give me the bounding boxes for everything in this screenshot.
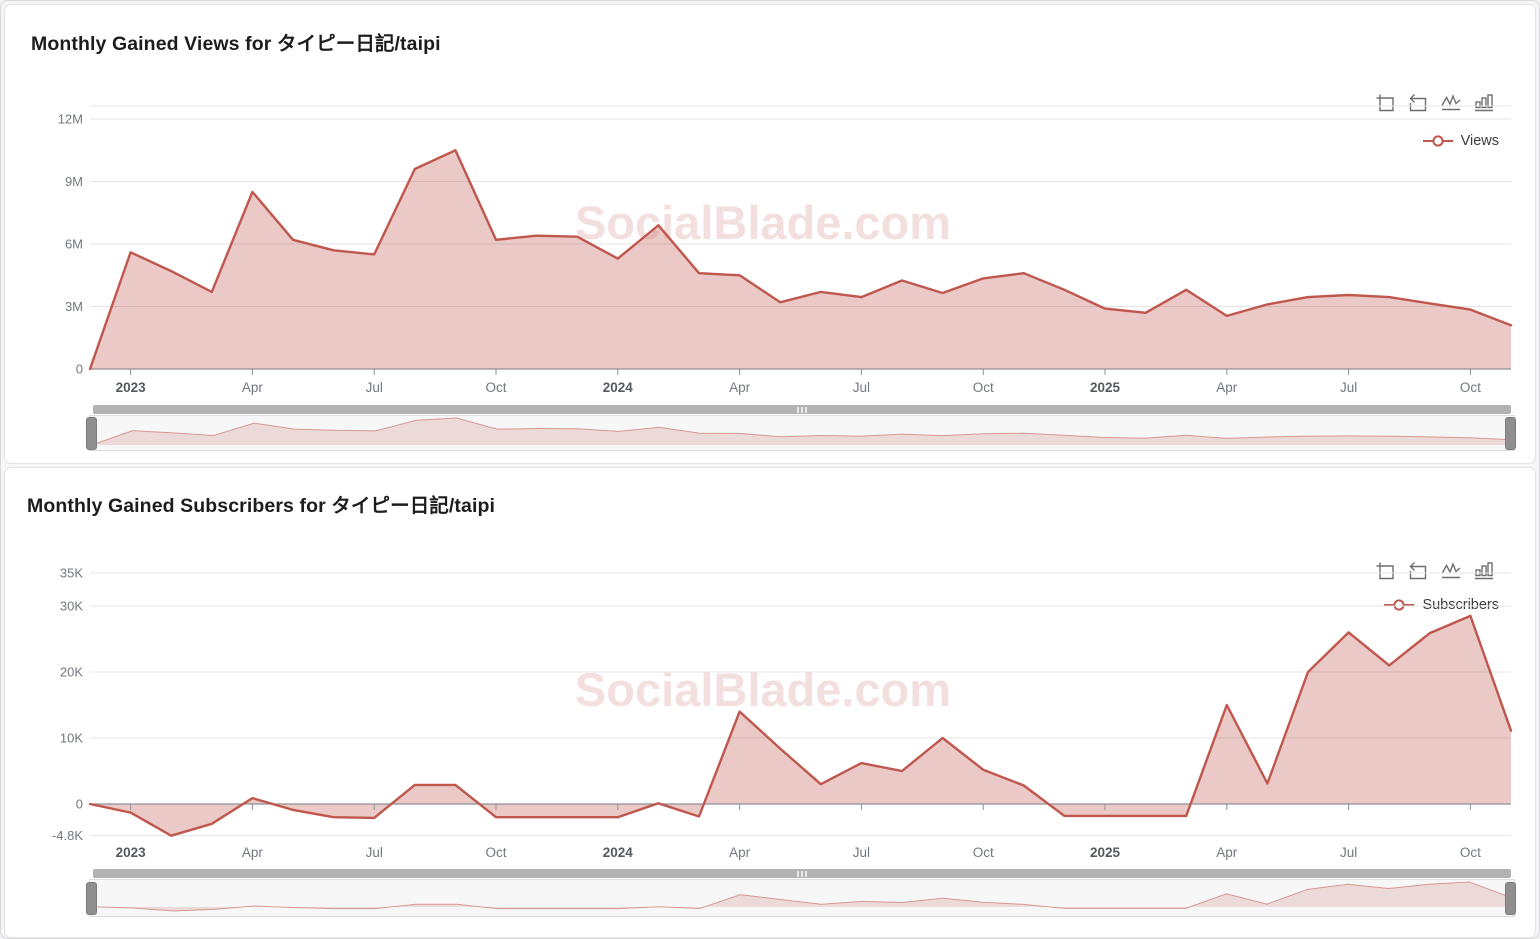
mini-area-fill: [92, 882, 1510, 911]
mini-series-line: [91, 881, 1511, 912]
x-axis-label: Oct: [485, 380, 506, 395]
x-axis-label: Oct: [973, 380, 994, 395]
series-line: [88, 149, 1513, 371]
x-axis-label: Jul: [366, 845, 383, 860]
x-axis-label: Oct: [973, 845, 994, 860]
x-axis-label: Jul: [853, 845, 870, 860]
drag-grip-icon: [797, 870, 807, 877]
views-datazoom-left-handle[interactable]: [86, 417, 97, 450]
x-axis-label: Jul: [1340, 380, 1357, 395]
y-axis-labels: 12M 9M 6M 3M 0: [58, 112, 83, 377]
mini-area-fill: [92, 418, 1510, 445]
series-line: [88, 614, 1513, 837]
y-axis-label: 20K: [60, 665, 83, 680]
mini-series-line: [91, 417, 1511, 446]
views-legend-item[interactable]: Views: [1422, 133, 1499, 149]
subscribers-datazoom-right-handle[interactable]: [1505, 882, 1516, 915]
x-axis-label: Jul: [1340, 845, 1357, 860]
subscribers-chart-card: Monthly Gained Subscribers for タイピー日記/ta…: [4, 467, 1536, 938]
y-axis-label: -4.8K: [52, 828, 83, 843]
views-plot: 12M 9M 6M 3M 0 2023 Apr Jul Oct 2024 Apr Jul Oct 2025…: [58, 105, 1513, 395]
views-chart-card: Monthly Gained Views for タイピー日記/taipi Vi…: [4, 4, 1536, 464]
y-axis-label: 10K: [60, 731, 83, 746]
legend-label: Subscribers: [1422, 597, 1499, 613]
subscribers-datazoom-move-handle[interactable]: [93, 869, 1511, 878]
x-axis-label: Apr: [1216, 845, 1238, 860]
switch-bar-chart-icon[interactable]: [1472, 559, 1496, 583]
y-axis-label: 30K: [60, 599, 83, 614]
area-fill: [90, 150, 1511, 369]
restore-icon[interactable]: [1406, 91, 1430, 115]
legend-marker-icon: [1384, 599, 1415, 611]
switch-bar-chart-icon[interactable]: [1472, 91, 1496, 115]
views-toolbox: [1373, 91, 1496, 115]
x-axis-labels: 2023 Apr Jul Oct 2024 Apr Jul Oct 2025 Apr Jul Oct: [116, 845, 1482, 860]
legend-marker-icon: [1422, 135, 1453, 147]
restore-icon[interactable]: [1406, 559, 1430, 583]
datazoom-select-icon[interactable]: [1373, 559, 1397, 583]
views-datazoom-right-handle[interactable]: [1505, 417, 1516, 450]
x-axis-label: Apr: [242, 380, 264, 395]
x-axis-label: Jul: [853, 380, 870, 395]
gridlines: [90, 572, 1511, 837]
x-axis-label: 2024: [603, 380, 634, 395]
y-axis-label: 3M: [65, 299, 83, 314]
legend-label: Views: [1460, 133, 1499, 149]
x-axis-label: Jul: [366, 380, 383, 395]
gridlines: [90, 105, 1511, 307]
x-axis-ticks: [130, 369, 1471, 375]
y-axis-labels: 35K 30K 20K 10K 0 -4.8K: [52, 566, 83, 844]
subscribers-plot: 35K 30K 20K 10K 0 -4.8K 2023 Apr Jul Oct 2024 Apr Ju…: [52, 566, 1513, 860]
switch-line-chart-icon[interactable]: [1439, 91, 1463, 115]
x-axis-label: Oct: [1460, 380, 1481, 395]
y-axis-label: 12M: [58, 112, 83, 127]
x-axis-label: 2025: [1090, 380, 1121, 395]
x-axis-label: 2023: [116, 845, 147, 860]
y-axis-label: 6M: [65, 237, 83, 252]
x-axis-label: Apr: [729, 380, 751, 395]
x-axis-label: Apr: [1216, 380, 1238, 395]
subscribers-toolbox: [1373, 559, 1496, 583]
x-axis-label: Apr: [729, 845, 751, 860]
x-axis-label: 2025: [1090, 845, 1121, 860]
y-axis-label: 35K: [60, 566, 83, 581]
subscribers-chart-title: Monthly Gained Subscribers for タイピー日記/ta…: [27, 495, 496, 517]
y-axis-label: 0: [76, 362, 83, 377]
views-datazoom-preview[interactable]: [89, 415, 1515, 451]
x-axis-label: 2023: [116, 380, 147, 395]
area-fill: [90, 615, 1511, 836]
x-axis-label: Oct: [485, 845, 506, 860]
x-axis-label: 2024: [603, 845, 634, 860]
drag-grip-icon: [797, 406, 807, 413]
x-axis-labels: 2023 Apr Jul Oct 2024 Apr Jul Oct 2025 Apr Jul Oct: [116, 380, 1482, 395]
x-axis-label: Apr: [242, 845, 264, 860]
switch-line-chart-icon[interactable]: [1439, 559, 1463, 583]
subscribers-legend-item[interactable]: Subscribers: [1383, 597, 1499, 613]
subscribers-datazoom-left-handle[interactable]: [86, 882, 97, 915]
views-datazoom-move-handle[interactable]: [93, 405, 1511, 414]
y-axis-label: 9M: [65, 174, 83, 189]
datazoom-select-icon[interactable]: [1373, 91, 1397, 115]
views-chart-title: Monthly Gained Views for タイピー日記/taipi: [31, 33, 441, 55]
subscribers-datazoom-preview[interactable]: [89, 879, 1515, 917]
x-axis-ticks: [130, 804, 1471, 810]
y-axis-label: 0: [76, 797, 83, 812]
x-axis-label: Oct: [1460, 845, 1481, 860]
